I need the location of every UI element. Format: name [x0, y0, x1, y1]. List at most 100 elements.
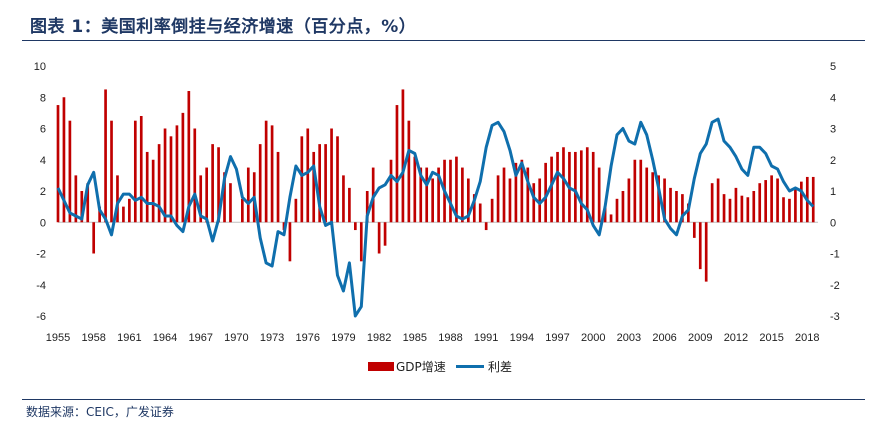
x-tick-label: 2015: [759, 332, 783, 344]
x-tick-label: 2000: [581, 332, 605, 344]
gdp-bar: [722, 194, 726, 223]
gdp-bar: [538, 178, 542, 223]
gdp-bar: [288, 222, 292, 262]
gdp-bar: [151, 159, 155, 223]
gdp-bar: [651, 172, 655, 223]
gdp-bar: [223, 172, 226, 223]
gdp-bar: [532, 183, 536, 223]
gdp-bar: [526, 167, 530, 223]
spread-line-group: [56, 117, 815, 318]
gdp-bar: [621, 191, 625, 223]
gdp-bar: [609, 214, 613, 223]
x-tick-label: 1973: [260, 332, 284, 344]
legend: GDP增速 利差: [368, 360, 512, 374]
gdp-bar: [348, 187, 351, 223]
right-axis: -3 -2 -1 0 1 2 3 4 5: [830, 61, 840, 323]
gdp-bar: [574, 151, 577, 223]
gdp-bar: [258, 144, 262, 223]
gdp-bar: [401, 89, 405, 223]
gdp-bar: [306, 128, 310, 223]
gdp-bar: [472, 194, 476, 223]
gdp-bar: [264, 120, 268, 223]
x-tick-label: 2003: [617, 332, 641, 344]
gdp-bar: [704, 222, 708, 282]
gdp-bar: [461, 167, 464, 223]
gdp-bar: [758, 183, 762, 223]
gdp-bar: [556, 151, 559, 223]
gdp-bar: [734, 187, 738, 223]
gdp-bar: [752, 191, 756, 223]
x-tick-label: 1988: [438, 332, 462, 344]
gdp-bar: [98, 206, 101, 223]
gdp-bar: [205, 167, 209, 223]
gdp-bar: [698, 222, 702, 270]
gdp-bar: [294, 198, 298, 223]
gdp-bar: [419, 167, 423, 223]
right-tick-label: -3: [830, 311, 840, 323]
gdp-bar: [336, 136, 339, 223]
x-axis: 1955 1958 1961 1964 1967 1970 1973 1976 1979 1982…: [46, 332, 820, 344]
gdp-bar: [211, 144, 214, 223]
gdp-bar: [800, 181, 803, 223]
gdp-bar: [633, 159, 637, 223]
gdp-bar: [354, 222, 357, 231]
gdp-bar: [122, 206, 125, 223]
gdp-bar: [455, 156, 458, 223]
gdp-bar: [657, 175, 660, 223]
gdp-bar: [597, 167, 601, 223]
gdp-bar: [68, 120, 72, 223]
gdp-bar: [591, 151, 595, 223]
gdp-bar: [193, 128, 197, 223]
gdp-bar: [163, 128, 167, 223]
gdp-bar: [413, 156, 417, 223]
gdp-bar: [199, 175, 203, 223]
gdp-bar: [80, 191, 84, 223]
gdp-bar: [246, 167, 250, 223]
x-tick-label: 2006: [652, 332, 676, 344]
gdp-bar: [241, 198, 244, 223]
right-tick-label: 3: [830, 124, 836, 136]
right-tick-label: 4: [830, 92, 836, 104]
x-tick-label: 1967: [188, 332, 212, 344]
gdp-bar: [116, 175, 119, 223]
gdp-bar: [478, 203, 482, 223]
gdp-bar: [92, 222, 96, 254]
gdp-bar: [425, 167, 429, 223]
x-tick-label: 2009: [688, 332, 712, 344]
gdp-bar: [62, 97, 66, 223]
gdp-bar: [502, 167, 506, 223]
gdp-bar: [579, 150, 583, 223]
x-tick-label: 1961: [117, 332, 141, 344]
left-axis: -6 -4 -2 0 2 4 6 8 10: [34, 61, 46, 323]
gdp-bar: [276, 151, 280, 223]
gdp-bar: [437, 167, 440, 223]
gdp-bars: [56, 89, 815, 282]
gdp-bar: [496, 175, 500, 223]
gdp-bar: [645, 167, 649, 223]
x-tick-label: 1994: [510, 332, 534, 344]
right-tick-label: 1: [830, 186, 836, 198]
gdp-bar: [139, 116, 143, 223]
spread-line: [56, 117, 815, 318]
gdp-bar: [181, 112, 185, 223]
gdp-bar: [728, 198, 732, 223]
legend-swatch-gdp: [368, 362, 394, 371]
gdp-bar: [431, 178, 434, 223]
gdp-bar: [324, 144, 327, 223]
gdp-bar: [466, 178, 470, 223]
legend-label-gdp: GDP增速: [396, 360, 446, 374]
right-tick-label: 5: [830, 61, 836, 73]
gdp-bar: [615, 198, 619, 223]
gdp-bar: [550, 156, 553, 223]
gdp-bar: [300, 136, 304, 223]
gdp-bar: [86, 183, 90, 223]
x-tick-label: 1976: [296, 332, 320, 344]
gdp-bar: [169, 136, 173, 223]
gdp-bar: [110, 120, 113, 223]
gdp-bar: [449, 159, 452, 223]
gdp-bar: [740, 195, 744, 223]
gdp-bar: [342, 175, 345, 223]
gdp-bar: [365, 191, 369, 223]
right-tick-label: -2: [830, 280, 840, 292]
